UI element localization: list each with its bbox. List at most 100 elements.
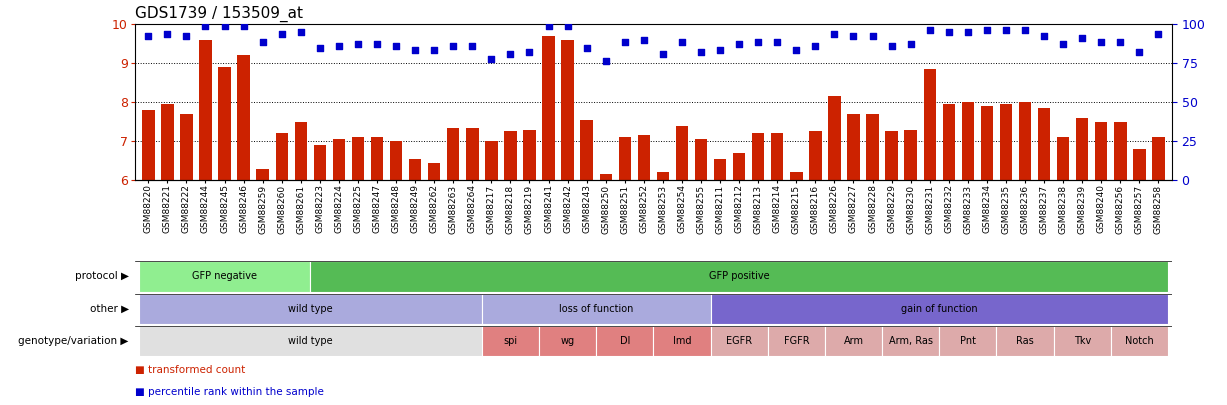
Bar [237,55,250,180]
Bar [523,130,536,180]
Bar [485,141,498,180]
Point [195,23,215,30]
Bar [962,102,974,180]
Text: loss of function: loss of function [560,304,633,314]
Text: Pnt: Pnt [960,336,975,346]
Text: protocol ▶: protocol ▶ [75,271,129,281]
Bar [904,130,917,180]
Bar [694,139,707,180]
Bar [656,173,669,180]
Bar [886,132,898,180]
Text: other ▶: other ▶ [90,304,129,314]
Text: Ras: Ras [1016,336,1034,346]
Point [577,45,596,51]
Point [863,33,882,39]
Point [425,47,444,53]
Bar [482,294,710,324]
Bar [825,326,882,356]
Text: GFP negative: GFP negative [193,271,256,281]
Text: Dl: Dl [620,336,629,346]
Text: ■ percentile rank within the sample: ■ percentile rank within the sample [135,387,324,397]
Bar [596,326,653,356]
Bar [139,294,482,324]
Point [443,43,463,49]
Bar [139,326,482,356]
Text: Notch: Notch [1125,336,1153,346]
Bar [1056,137,1070,180]
Point [672,38,692,45]
Point [405,47,425,53]
Point [1148,31,1168,37]
Point [748,38,768,45]
Bar [333,139,345,180]
Point [234,23,254,30]
Point [1072,35,1092,41]
Bar [447,128,459,180]
Text: Arm, Ras: Arm, Ras [888,336,933,346]
Bar [294,122,307,180]
Bar [1114,122,1126,180]
Bar [256,168,269,180]
Bar [466,128,479,180]
Bar [733,153,745,180]
Bar [710,326,768,356]
Text: FGFR: FGFR [784,336,809,346]
Bar [942,104,955,180]
Bar [139,261,310,292]
Bar [142,110,155,180]
Point [596,58,616,64]
Bar [714,159,726,180]
Bar [848,114,860,180]
Point [501,50,520,57]
Bar [828,96,840,180]
Bar [996,326,1054,356]
Bar [539,326,596,356]
Point [958,29,978,35]
Point [882,43,902,49]
Point [1092,38,1112,45]
Bar [371,137,383,180]
Bar [1094,122,1108,180]
Text: GDS1739 / 153509_at: GDS1739 / 153509_at [135,6,303,22]
Bar [980,106,993,180]
Text: wild type: wild type [288,304,333,314]
Point [825,31,844,37]
Point [806,43,826,49]
Point [291,29,310,35]
Bar [752,134,764,180]
Bar [768,326,825,356]
Bar [676,126,688,180]
Point [310,45,330,51]
Point [996,27,1016,33]
Text: EGFR: EGFR [726,336,752,346]
Point [710,47,730,53]
Point [215,23,234,30]
Text: genotype/variation ▶: genotype/variation ▶ [18,336,129,346]
Bar [352,137,364,180]
Text: Tkv: Tkv [1074,336,1091,346]
Text: ■ transformed count: ■ transformed count [135,364,245,375]
Bar [710,294,1168,324]
Bar [882,326,939,356]
Bar [199,40,212,180]
Bar [939,326,996,356]
Point [481,56,501,63]
Point [520,48,540,55]
Bar [638,135,650,180]
Point [367,40,387,47]
Text: Arm: Arm [843,336,864,346]
Bar [653,326,710,356]
Point [348,40,368,47]
Point [177,33,196,39]
Text: wg: wg [561,336,574,346]
Bar [1152,137,1164,180]
Bar [428,163,440,180]
Point [1053,40,1072,47]
Text: gain of function: gain of function [901,304,978,314]
Bar [482,326,539,356]
Point [539,23,558,30]
Point [691,48,710,55]
Point [139,33,158,39]
Point [463,43,482,49]
Text: spi: spi [503,336,518,346]
